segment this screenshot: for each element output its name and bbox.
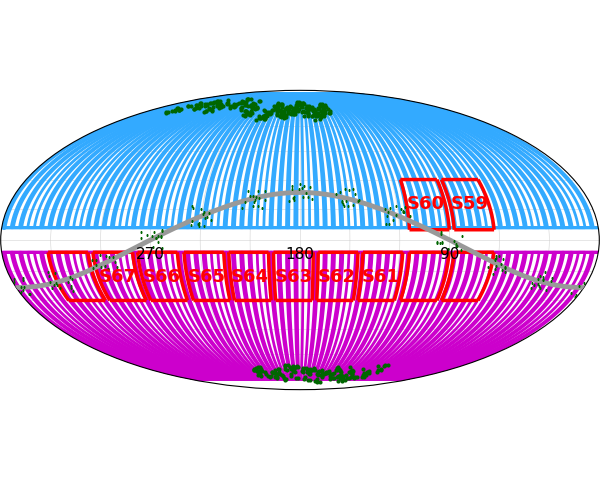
Text: 90: 90: [440, 247, 459, 262]
Text: 270: 270: [136, 247, 165, 262]
Text: S67: S67: [99, 268, 137, 286]
Text: S66: S66: [142, 268, 181, 286]
Text: S63: S63: [275, 268, 313, 286]
Text: S64: S64: [231, 268, 269, 286]
Text: S59: S59: [451, 195, 488, 213]
Text: S65: S65: [188, 268, 226, 286]
Text: S61: S61: [362, 268, 400, 286]
Text: S60: S60: [407, 195, 445, 213]
Text: S62: S62: [318, 268, 356, 286]
Text: 180: 180: [286, 247, 314, 262]
